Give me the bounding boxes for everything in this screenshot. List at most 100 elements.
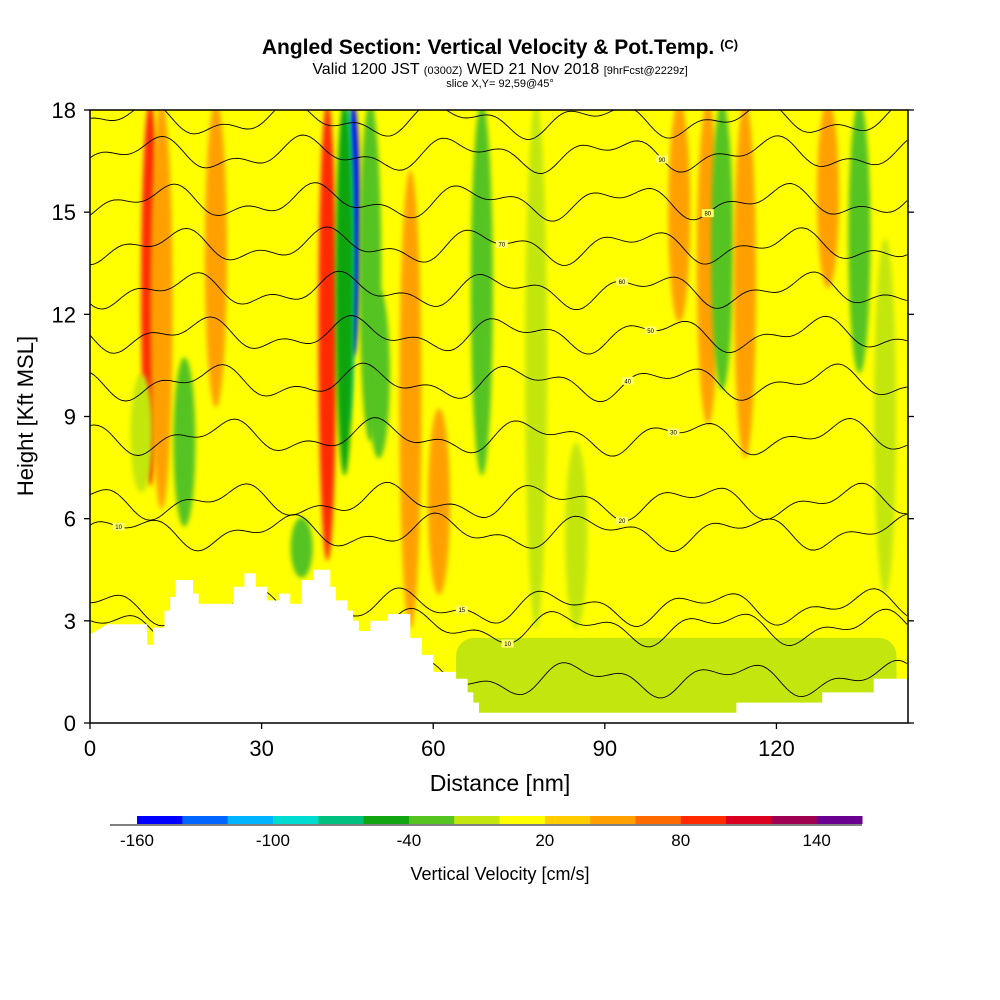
isentrope-label-box (644, 326, 657, 335)
isentrope-label: 30 (670, 431, 677, 437)
velocity-column (565, 442, 588, 629)
valid-utc: (0300Z) (423, 65, 463, 77)
y-tick-label: 18 (52, 98, 76, 123)
velocity-column (399, 170, 422, 629)
valid-label: Valid 1200 JST (312, 61, 420, 78)
isentrope-label-box (667, 428, 680, 437)
colorbar-swatch (272, 816, 319, 824)
terrain (90, 569, 908, 723)
chart-title-unit: (C) (720, 37, 739, 52)
colorbar-swatch (816, 816, 863, 824)
isentrope-label-box (701, 209, 714, 218)
colorbar-swatch (318, 816, 365, 824)
isentrope-line (90, 315, 908, 355)
isentrope-label: 80 (704, 212, 711, 218)
colorbar-swatch (182, 816, 229, 824)
isentrope-label: 70 (499, 243, 506, 249)
velocity-column (130, 374, 153, 493)
x-tick-label: 0 (84, 736, 96, 761)
velocity-column (874, 238, 897, 595)
velocity-column (470, 110, 493, 476)
isentrope-label-box (615, 516, 628, 525)
colorbar: -160 -100 -40 20 80 140 (110, 816, 863, 850)
colorbar-tick-label: -40 (397, 831, 422, 850)
y-tick-label: 15 (52, 200, 76, 225)
velocity-column (318, 110, 337, 561)
velocity-column (711, 110, 734, 391)
isentrope-label: 60 (619, 280, 626, 286)
velocity-column (204, 110, 227, 408)
velocity-column (848, 110, 871, 374)
colorbar-swatch (680, 816, 727, 824)
isentrope-line (90, 270, 908, 311)
isentrope-label: 40 (624, 379, 631, 385)
velocity-column (816, 110, 839, 289)
velocity-column (525, 110, 548, 629)
isentrope-label-box (501, 639, 514, 648)
isentrope-line (90, 417, 908, 457)
velocity-column (150, 110, 173, 510)
colorbar-swatch (408, 816, 455, 824)
isentrope-label: 90 (659, 158, 666, 164)
y-tick-label: 0 (64, 711, 76, 736)
colorbar-swatch (590, 816, 636, 824)
velocity-column (367, 289, 390, 459)
colorbar-swatch (499, 816, 546, 824)
isentrope-line (90, 134, 908, 174)
colorbar-swatch (771, 816, 818, 824)
colorbar-swatch (227, 816, 274, 824)
isentrope-label: 20 (619, 519, 626, 525)
y-tick-label: 3 (64, 609, 76, 634)
isentrope-label-box (615, 277, 628, 286)
isentrope-label-box (112, 522, 125, 531)
y-axis-label: Height [Kft MSL] (13, 336, 38, 496)
colorbar-tick-label: -160 (120, 831, 154, 850)
x-tick-label: 60 (421, 736, 445, 761)
colorbar-swatch (363, 816, 410, 824)
velocity-column (427, 408, 450, 595)
valid-date: WED 21 Nov 2018 (466, 61, 600, 78)
colorbar-swatch (544, 816, 591, 824)
y-tick-label: 9 (64, 405, 76, 430)
slice-label: slice X,Y= 92,59@45° (446, 78, 554, 90)
colorbar-tick-label: 20 (535, 831, 554, 850)
isentrope-line (90, 481, 907, 522)
isentrope-label-box (455, 605, 468, 614)
x-tick-label: 30 (249, 736, 273, 761)
forecast-label: [9hrFcst@2229z] (603, 65, 688, 77)
colorbar-swatch (137, 816, 183, 824)
y-tick-label: 6 (64, 507, 76, 532)
isentrope-label-box (656, 155, 669, 164)
isentrope-label: 10 (115, 525, 122, 531)
velocity-column (733, 110, 756, 459)
isentrope-label: 15 (458, 608, 465, 614)
velocity-column (335, 110, 354, 476)
axes: 0 30 60 90 120 0 3 6 9 12 15 18 (52, 98, 914, 761)
isentrope-line (90, 182, 908, 222)
velocity-column (668, 110, 691, 323)
colorbar-label: Vertical Velocity [cm/s] (410, 864, 589, 884)
isentrope-label: 50 (647, 329, 654, 335)
colorbar-tick-label: 140 (803, 831, 831, 850)
velocity-column (290, 517, 313, 578)
y-tick-label: 12 (52, 302, 76, 327)
chart-title: Angled Section: Vertical Velocity & Pot.… (0, 36, 1000, 60)
isentrope-label-box (495, 240, 508, 249)
lower-region (456, 637, 897, 723)
isentrope-label: 10 (504, 642, 511, 648)
velocity-column (173, 357, 196, 527)
x-axis-label: Distance [nm] (430, 770, 571, 796)
colorbar-tick-label: -100 (256, 831, 290, 850)
chart-subtitle: Valid 1200 JST (0300Z) WED 21 Nov 2018 [… (0, 61, 1000, 79)
colorbar-swatch (635, 816, 682, 824)
colorbar-swatch (454, 816, 500, 824)
x-tick-label: 120 (758, 736, 795, 761)
isentrope-line (90, 110, 892, 140)
x-tick-label: 90 (593, 736, 617, 761)
chart-title-text: Angled Section: Vertical Velocity & Pot.… (261, 36, 715, 59)
isentrope-label-box (621, 376, 634, 385)
colorbar-swatch (726, 816, 772, 824)
terrain-profile (90, 569, 908, 723)
colorbar-tick-label: 80 (671, 831, 690, 850)
